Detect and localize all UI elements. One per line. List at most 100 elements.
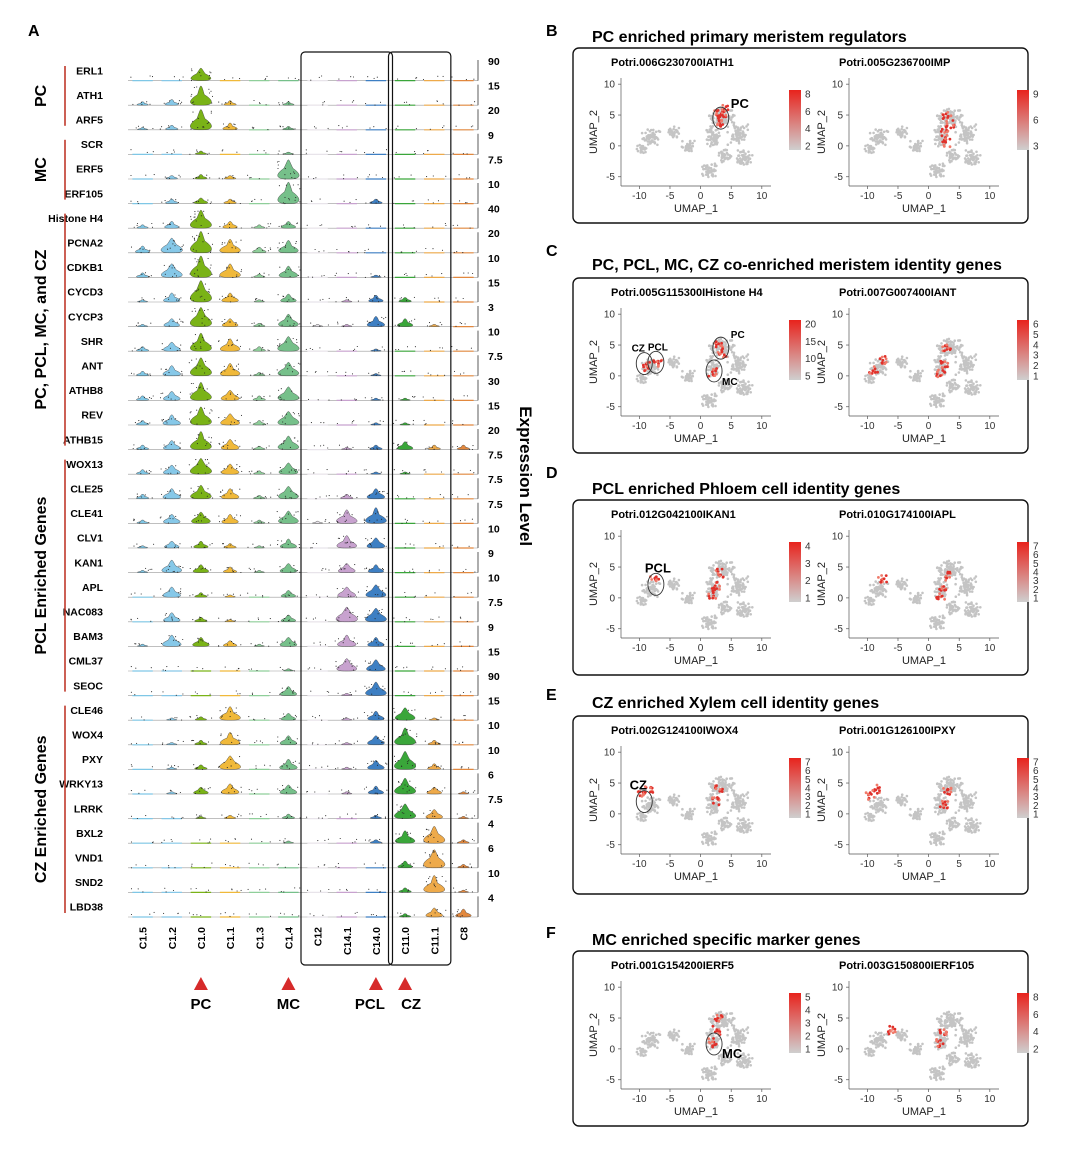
cell-dot [414, 151, 416, 153]
cell-dot [370, 760, 372, 762]
umap-cell [688, 139, 692, 143]
cell-dot [153, 911, 155, 913]
umap-cell [957, 141, 961, 144]
cell-dot [144, 272, 147, 274]
umap-cell [720, 389, 723, 392]
cell-dot [263, 272, 265, 274]
cell-dot [163, 102, 165, 104]
umap-cell [737, 384, 741, 387]
cell-dot [153, 543, 155, 545]
cell-dot [343, 178, 345, 180]
cell-dot [294, 77, 296, 79]
umap-cell [656, 138, 660, 141]
cell-dot [442, 768, 444, 770]
cell-dot [288, 738, 290, 740]
cell-dot [309, 347, 311, 349]
cell-dot [348, 251, 350, 253]
cell-dot [256, 788, 258, 790]
cell-dot [423, 469, 425, 471]
cell-dot [292, 690, 295, 692]
umap-cell [945, 384, 949, 387]
cell-dot [232, 786, 234, 789]
cell-dot [261, 522, 263, 524]
cell-dot [276, 641, 278, 643]
violin-shape [336, 509, 358, 524]
cell-dot [349, 494, 352, 496]
cell-dot [345, 494, 347, 496]
violin-shape [166, 717, 178, 721]
umap-cell [722, 159, 725, 163]
cell-dot [190, 546, 192, 548]
cell-dot [167, 396, 169, 398]
cell-dot [349, 660, 351, 662]
cell-dot [160, 368, 162, 370]
cell-dot [226, 644, 229, 646]
violin-shape [163, 341, 181, 352]
cell-dot [286, 300, 288, 302]
cell-dot [462, 570, 464, 573]
umap-cell [935, 175, 938, 179]
cell-dot [407, 889, 409, 891]
cell-dot [262, 864, 264, 866]
cell-dot [135, 127, 137, 129]
cell-dot [190, 421, 192, 423]
cell-dot [177, 571, 179, 573]
pcl-cluster-box [300, 51, 394, 966]
cell-dot [236, 816, 238, 818]
cell-dot [453, 469, 455, 471]
cell-dot [192, 670, 194, 672]
cell-dot [341, 151, 343, 153]
cell-dot [191, 865, 193, 867]
umap-cell [876, 360, 880, 363]
umap-cell [746, 358, 750, 362]
row-max-label: 40 [488, 204, 500, 216]
cell-dot [346, 448, 348, 450]
violin-shape [277, 159, 300, 180]
umap-cell [706, 394, 709, 397]
cell-dot [297, 184, 299, 186]
cell-dot [424, 448, 426, 450]
umap-cell [719, 337, 723, 341]
cell-dot [220, 913, 222, 915]
umap-cell [898, 359, 901, 362]
umap-cell [743, 385, 747, 388]
umap-cell [937, 117, 941, 120]
cell-dot [194, 211, 196, 213]
cell-dot [165, 613, 167, 615]
cell-dot [409, 729, 411, 731]
cell-dot [378, 715, 380, 717]
cell-dot [240, 644, 242, 646]
umap-expressing-cell [714, 340, 718, 344]
umap-cell [979, 154, 982, 157]
cell-dot [429, 855, 431, 857]
cell-dot [293, 670, 295, 672]
cell-dot [198, 235, 200, 238]
umap-cell [965, 154, 969, 157]
cell-dot [190, 95, 192, 97]
cell-dot [173, 570, 175, 572]
cell-dot [201, 594, 203, 596]
cell-dot [427, 199, 429, 201]
cell-dot [395, 348, 397, 351]
cell-dot [462, 666, 464, 668]
row-max-label: 10 [488, 720, 500, 732]
umap-cell [950, 122, 954, 125]
cell-dot [444, 374, 446, 376]
umap-cell [744, 387, 748, 391]
violin-shape [280, 713, 296, 721]
umap-cell [919, 372, 922, 375]
umap-cell [947, 337, 951, 341]
cell-dot [282, 442, 285, 444]
cell-dot [376, 519, 378, 521]
umap-cell [952, 148, 955, 152]
cell-dot [423, 841, 425, 843]
umap-cell [740, 138, 744, 141]
umap-cell [677, 362, 681, 365]
cell-dot [429, 809, 431, 812]
umap-cell [905, 132, 909, 135]
violin-shape [161, 263, 183, 278]
cell-dot [382, 251, 384, 253]
umap-cell [742, 379, 745, 382]
row-max-label: 4 [488, 892, 494, 904]
cell-dot [415, 742, 417, 744]
